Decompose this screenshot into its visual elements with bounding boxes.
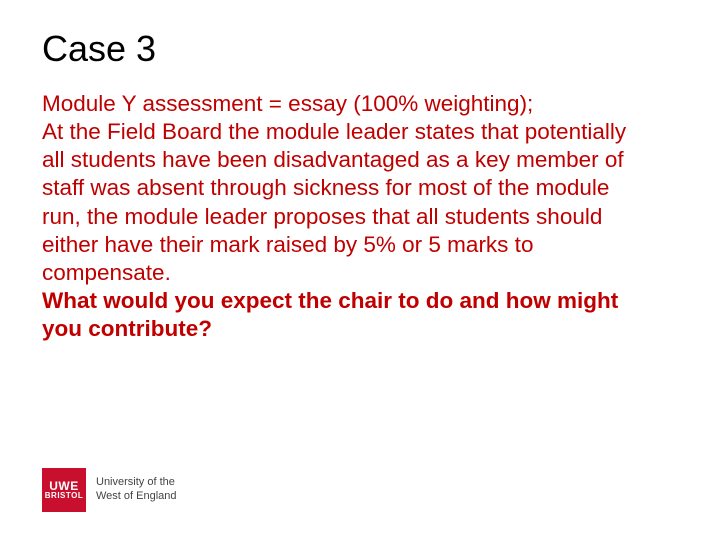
footer-logo: UWE BRISTOL University of the West of En… (42, 468, 177, 512)
body-paragraph: At the Field Board the module leader sta… (42, 118, 652, 287)
body-line-1: Module Y assessment = essay (100% weight… (42, 90, 652, 118)
logo-text: University of the West of England (96, 476, 177, 504)
slide-body: Module Y assessment = essay (100% weight… (42, 90, 652, 343)
logo-text-line-2: West of England (96, 490, 177, 504)
uwe-badge-icon: UWE BRISTOL (42, 468, 86, 512)
logo-text-line-1: University of the (96, 476, 177, 490)
slide-title: Case 3 (42, 28, 156, 70)
slide: Case 3 Module Y assessment = essay (100%… (0, 0, 720, 540)
badge-line-2: BRISTOL (45, 492, 83, 500)
body-question: What would you expect the chair to do an… (42, 287, 652, 343)
